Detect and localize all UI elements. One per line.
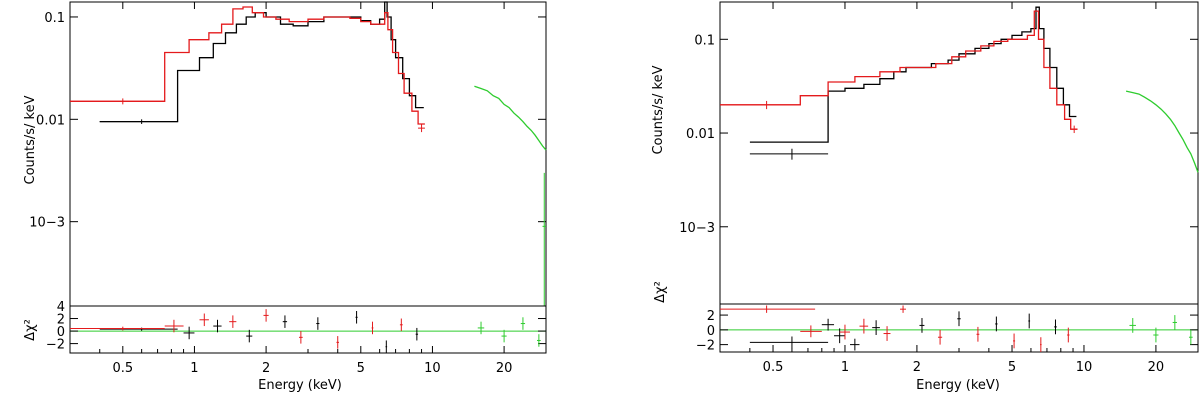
right-residual-point-black xyxy=(995,316,998,332)
left-xtick-label: 0.5 xyxy=(112,361,133,376)
left-xtick-label: 5 xyxy=(357,361,365,376)
left-xtick-label: 20 xyxy=(496,361,513,376)
left-residual-point-black xyxy=(415,327,419,341)
left-bottom-ytick-label: 4 xyxy=(57,300,65,315)
right-residual-point-red xyxy=(1040,337,1042,352)
right-model-black xyxy=(749,6,1077,143)
right-residual-point-red xyxy=(1067,327,1070,343)
right-residual-point-red xyxy=(937,329,943,345)
right-top-ytick-label: 0.1 xyxy=(694,33,715,48)
right-bottom-ytick-label: 0 xyxy=(707,324,715,339)
right-residual-point-black xyxy=(850,338,860,351)
left-residual-point-black xyxy=(355,311,358,324)
right-xtick-label: 1 xyxy=(841,360,849,375)
left-residual-point-black xyxy=(213,319,222,333)
right-residual-point-green xyxy=(1188,329,1193,345)
left-residual-point-red xyxy=(399,318,403,332)
left-residual-point-black xyxy=(316,317,320,330)
left-top-ylabel: Counts/s/ keV xyxy=(23,95,38,184)
right-spectrum-point-black xyxy=(749,148,829,160)
left-residual-point-red xyxy=(70,326,165,331)
left-top-ytick-label: 10−3 xyxy=(29,216,65,231)
left-residual-point-red xyxy=(299,331,303,344)
left-xtick-label: 1 xyxy=(190,361,198,376)
right-residual-point-red xyxy=(976,326,980,342)
right-model-green xyxy=(1125,90,1199,173)
left-residual-point-red xyxy=(229,315,237,328)
left-xtick-label: 10 xyxy=(424,361,441,376)
right-residual-point-black xyxy=(834,328,845,344)
right-residual-point-black xyxy=(1054,319,1057,335)
left-model-red xyxy=(70,6,425,125)
right-residual-point-red xyxy=(859,318,869,334)
left-spectrum-point-green xyxy=(542,172,546,306)
right-bottom-ytick-label: 2 xyxy=(707,309,715,324)
right-top-ytick-label: 0.01 xyxy=(686,127,715,142)
right-xtick-label: 2 xyxy=(913,360,921,375)
left-model-black xyxy=(99,1,424,123)
left-spectrum-point-red xyxy=(418,123,425,133)
left-residual-point-green xyxy=(537,334,541,347)
right-xlabel: Energy (keV) xyxy=(916,378,1000,393)
right-residual-point-black xyxy=(957,311,961,327)
right-residual-point-red xyxy=(839,324,851,340)
right-residual-point-green xyxy=(1172,315,1177,330)
left-bottom-ytick-label: 2 xyxy=(57,313,65,328)
right-xtick-label: 0.5 xyxy=(763,360,784,375)
left-residual-point-red xyxy=(336,336,340,349)
left-residual-point-black xyxy=(385,340,388,353)
right-top-ylabel: Counts/s/ keV xyxy=(651,65,666,154)
right-spectrum-point-red xyxy=(1070,125,1078,134)
left-residual-plot: 420−2 0.5 1 2 5 10 20 xyxy=(46,2,547,376)
right-residual-point-red xyxy=(883,326,891,341)
left-residual-point-red xyxy=(164,319,184,333)
left-residual-point-green xyxy=(501,329,507,343)
right-residual-point-black xyxy=(872,320,880,336)
right-bottom-ytick-label: −2 xyxy=(696,339,715,354)
left-bottom-ytick-label: −2 xyxy=(46,338,65,353)
left-xlabel: Energy (keV) xyxy=(258,378,342,393)
left-bottom-ylabel: Δχ² xyxy=(23,319,38,341)
right-model-red xyxy=(720,10,1078,130)
left-spectrum-point-red xyxy=(70,98,165,105)
right-residual-point-red xyxy=(1013,333,1016,349)
right-residual-point-red xyxy=(800,325,822,338)
left-spectrum-frame xyxy=(69,1,547,307)
left-bottom-ytick-label: 0 xyxy=(57,325,65,340)
left-model-green xyxy=(474,85,547,151)
left-residual-point-red xyxy=(199,313,209,327)
right-xtick-label: 20 xyxy=(1148,360,1165,375)
left-residual-point-green xyxy=(520,317,526,330)
right-top-ytick-label: 10−3 xyxy=(679,221,715,236)
left-top-ytick-label: 0.1 xyxy=(44,11,65,26)
right-residual-point-red xyxy=(720,305,816,313)
right-residual-point-black xyxy=(919,318,925,333)
right-bottom-ylabel: Δχ² xyxy=(653,281,668,303)
right-residual-point-green xyxy=(1153,327,1159,343)
right-residual-point-black xyxy=(1028,313,1031,329)
right-residual-point-red xyxy=(900,305,906,313)
left-residual-point-red xyxy=(371,321,374,335)
right-residual-point-green xyxy=(1129,318,1136,333)
right-residual-point-black xyxy=(821,318,835,331)
right-xtick-label: 10 xyxy=(1076,360,1093,375)
right-residual-point-black xyxy=(749,336,829,349)
left-xtick-label: 2 xyxy=(262,361,270,376)
left-residual-point-black xyxy=(246,329,253,343)
left-residual-point-red xyxy=(263,309,269,322)
right-xtick-label: 5 xyxy=(1008,360,1016,375)
left-residual-point-black xyxy=(282,315,288,328)
left-residual-point-black xyxy=(183,326,195,340)
left-top-ytick-label: 0.01 xyxy=(36,113,65,128)
right-spectrum-point-red xyxy=(720,100,801,110)
left-residual-point-green xyxy=(477,321,485,335)
left-spectrum-point-black xyxy=(99,119,178,124)
right-residual-plot: 20−2 0.5 1 2 5 10 20 xyxy=(696,2,1199,375)
left-spectrum-plot: 0.1 0.01 10−3 xyxy=(29,1,547,307)
right-spectrum-plot: 0.1 0.01 10−3 xyxy=(679,1,1199,305)
